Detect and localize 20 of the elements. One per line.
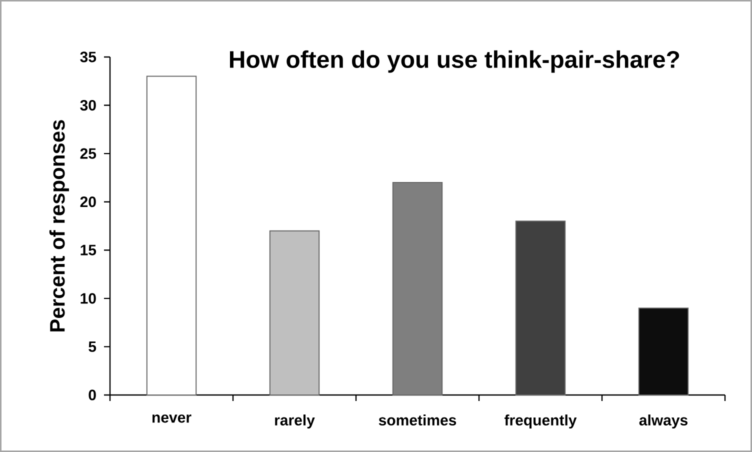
y-tick-label: 25	[80, 148, 96, 159]
bar	[515, 220, 566, 396]
y-tick-label: 20	[80, 196, 96, 208]
y-tick-label: 30	[80, 100, 96, 111]
y-tick-label: 15	[80, 244, 96, 256]
bar	[638, 308, 689, 396]
y-tick-label: 35	[80, 52, 96, 62]
x-tick-label: always	[639, 414, 688, 428]
y-tick-label: 10	[80, 293, 96, 304]
bar	[269, 230, 320, 396]
x-tick-label: never	[152, 414, 192, 423]
y-tick-label: 0	[88, 390, 96, 400]
x-tick-label: frequently	[504, 414, 577, 428]
chart-title: How often do you use think-pair-share?	[230, 50, 680, 73]
bar	[146, 76, 197, 396]
bar	[392, 182, 443, 396]
y-axis-title: Percent of responses	[49, 120, 69, 332]
y-tick-label: 5	[88, 341, 96, 352]
x-tick-label: sometimes	[378, 414, 456, 426]
x-tick-label: rarely	[275, 414, 315, 428]
